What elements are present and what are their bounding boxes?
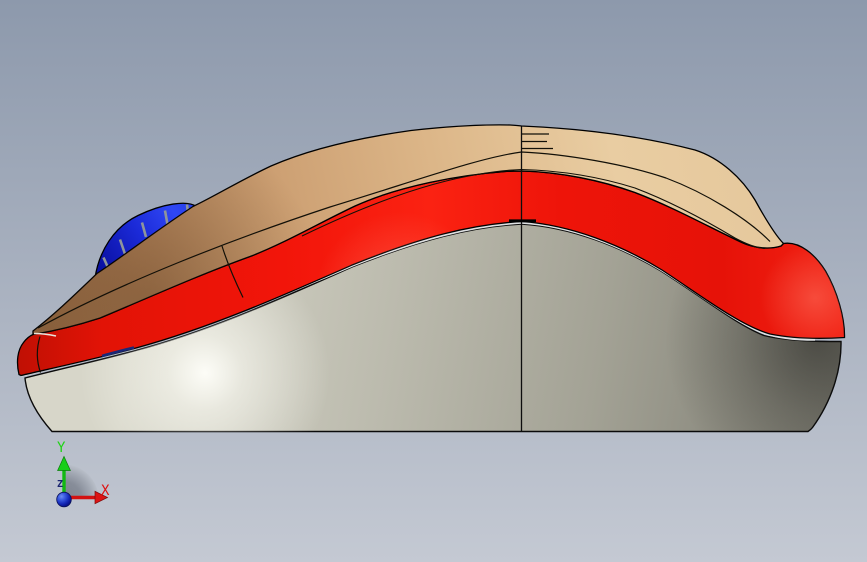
axis-label-x: X [101,483,110,499]
base-body-rear-shadow [25,224,842,432]
model-edge-lines [33,126,771,431]
x-axis-arrow-head [94,490,109,505]
front-tip-seam [36,336,42,373]
top-shell[interactable] [32,124,785,336]
axis-label-z: Z [57,479,64,490]
front-button-seam [221,245,244,298]
triad-z-arc [64,464,99,499]
shell-lower-edge-line [301,168,766,250]
base-body[interactable] [24,223,842,433]
shell-split-line [37,151,771,329]
internal-part-sliver [101,346,135,358]
top-shell-front-shading [33,124,784,335]
triad-origin-sphere [56,491,72,508]
front-tip-gap-highlight [33,332,57,337]
orientation-triad[interactable] [56,455,109,508]
accent-band-rear-sheen [17,171,845,376]
axis-label-y: Y [57,440,66,456]
y-axis-arrow-head [57,455,71,471]
